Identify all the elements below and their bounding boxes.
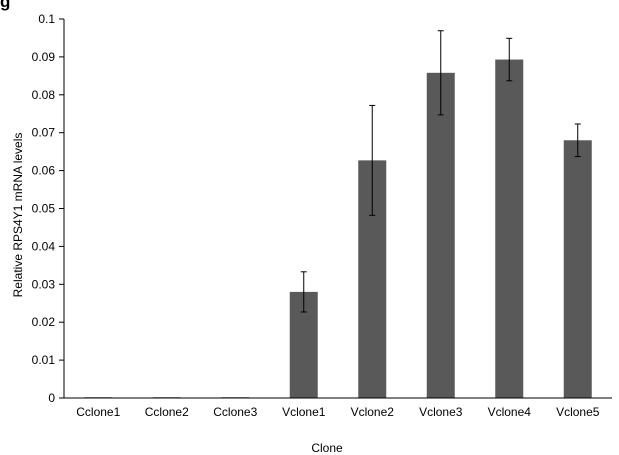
error-bars-group [300, 30, 581, 313]
bars-group [84, 59, 592, 399]
x-tick-label: Vclone4 [488, 405, 532, 419]
y-tick-label: 0 [48, 391, 55, 405]
x-tick-label: Cclone1 [76, 405, 120, 419]
y-tick-label: 0.08 [32, 88, 56, 102]
y-tick-label: 0.07 [32, 126, 56, 140]
y-tick-label: 0.05 [32, 202, 56, 216]
x-tick-label: Vclone3 [419, 405, 463, 419]
y-tick-label: 0.1 [38, 12, 55, 26]
x-tick-label: Vclone1 [282, 405, 326, 419]
bar-vclone4 [495, 59, 524, 398]
y-axis-title: Relative RPS4Y1 mRNA levels [11, 133, 25, 298]
x-axis-tick-labels: Cclone1 Cclone2 Cclone3 Vclone1 Vclone2 Vclon… [76, 405, 600, 419]
bar-vclone5 [563, 140, 592, 398]
x-tick-label: Cclone2 [145, 405, 189, 419]
x-tick-label: Vclone5 [556, 405, 600, 419]
x-tick-label: Cclone3 [213, 405, 257, 419]
y-tick-label: 0.09 [32, 50, 56, 64]
y-tick-label: 0.02 [32, 315, 56, 329]
y-tick-label: 0.06 [32, 164, 56, 178]
y-tick-label: 0.03 [32, 277, 56, 291]
bar-vclone3 [426, 72, 455, 399]
y-axis-ticks: 0 0.01 0.02 0.03 0.04 0.05 0.06 0.07 0.08 0.09 0.1 [32, 12, 64, 405]
y-tick-label: 0.01 [32, 353, 56, 367]
x-tick-label: Vclone2 [351, 405, 395, 419]
y-tick-label: 0.04 [32, 239, 56, 253]
x-axis-title: Clone [311, 441, 343, 455]
figure-panel-label: g [0, 0, 11, 11]
